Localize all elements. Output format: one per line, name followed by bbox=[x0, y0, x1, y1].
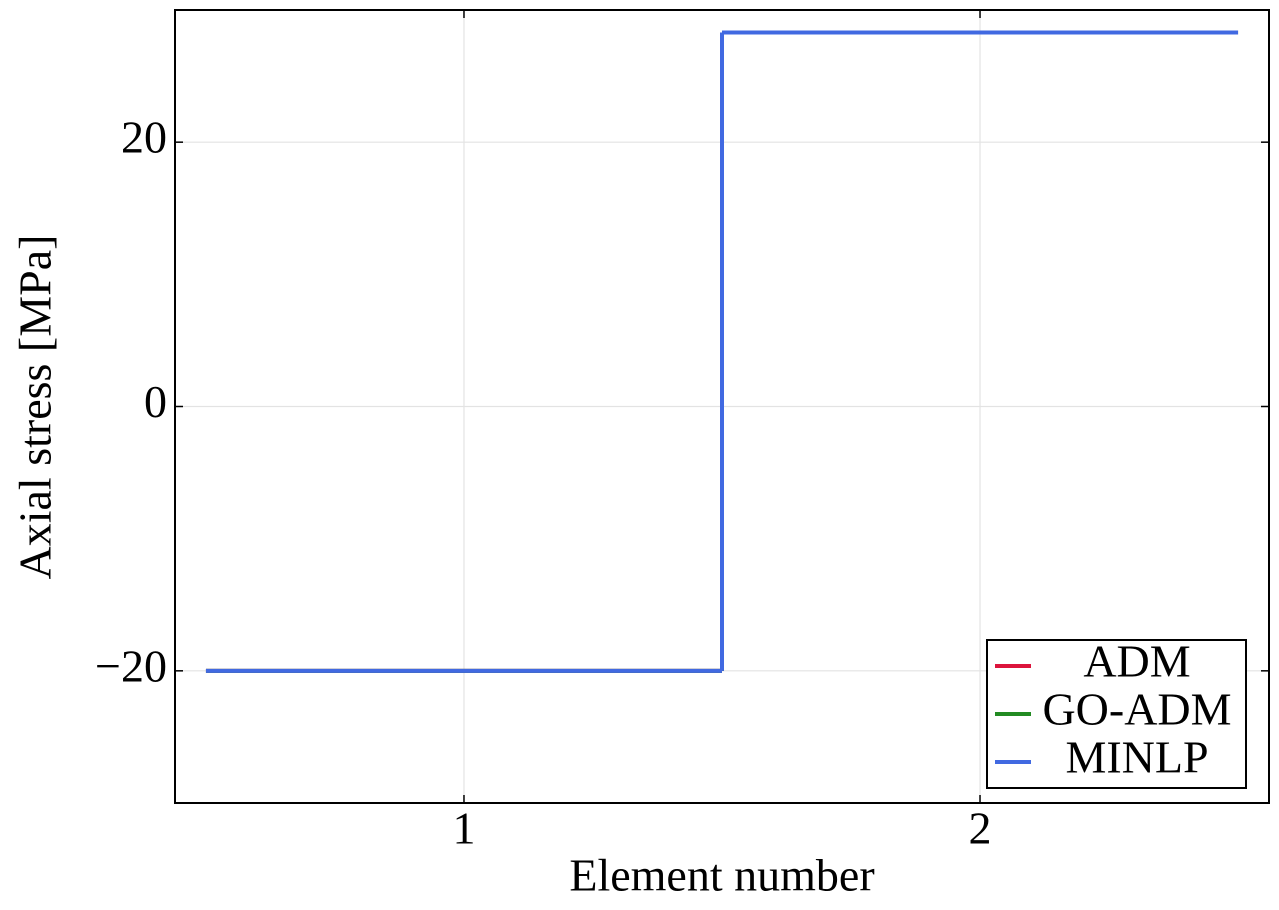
x-tick-label: 1 bbox=[452, 803, 475, 854]
legend-label: GO-ADM bbox=[1042, 684, 1231, 735]
legend-label: MINLP bbox=[1065, 732, 1208, 783]
y-tick-label: 0 bbox=[144, 376, 167, 427]
x-axis-label: Element number bbox=[569, 850, 874, 901]
plot-frame bbox=[174, 9, 1270, 804]
x-tick-label: 2 bbox=[969, 803, 992, 854]
y-tick-label: −20 bbox=[95, 640, 167, 691]
y-tick-label: 20 bbox=[121, 112, 167, 163]
legend-label: ADM bbox=[1083, 636, 1190, 687]
series bbox=[205, 30, 1239, 673]
y-axis-label: Axial stress [MPa] bbox=[10, 235, 61, 580]
